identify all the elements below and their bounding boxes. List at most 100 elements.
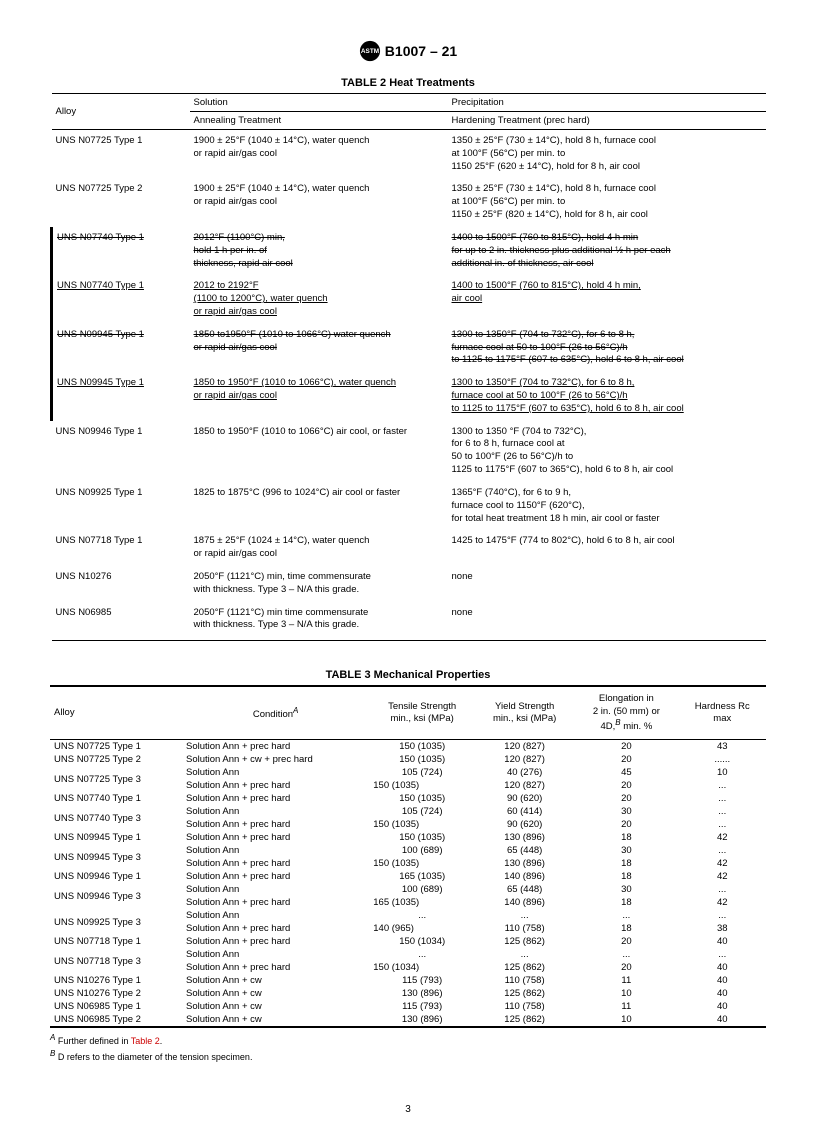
table-cell: ...... — [679, 753, 766, 766]
table-cell: 10 — [574, 987, 678, 1000]
t2-h-sol1: Solution — [190, 94, 448, 112]
table-cell: 1350 ± 25°F (730 ± 14°C), hold 8 h, furn… — [448, 178, 767, 226]
table-cell: 38 — [679, 922, 766, 935]
table-cell: 2050°F (1121°C) min, time commensuratewi… — [190, 566, 448, 602]
table-cell: UNS N07740 Type 3 — [50, 805, 182, 831]
table-cell: 40 (276) — [475, 766, 574, 779]
table-cell: 10 — [679, 766, 766, 779]
table-cell: 18 — [574, 857, 678, 870]
table-cell: ... — [369, 948, 475, 961]
table-cell: Solution Ann + cw — [182, 974, 369, 987]
table-cell: 150 (1035) — [369, 792, 475, 805]
table-cell: 130 (896) — [475, 831, 574, 844]
standard-number: B1007 – 21 — [385, 43, 457, 59]
table-cell: UNS N09945 Type 3 — [50, 844, 182, 870]
table-cell: UNS N07718 Type 1 — [52, 530, 190, 566]
table-cell: 65 (448) — [475, 883, 574, 896]
table-cell: Solution Ann + cw — [182, 1000, 369, 1013]
table-cell: ... — [574, 948, 678, 961]
table-cell: 11 — [574, 974, 678, 987]
table-cell: ... — [679, 818, 766, 831]
table-cell: 40 — [679, 987, 766, 1000]
table-cell: Solution Ann + cw — [182, 987, 369, 1000]
t3-h-ys: Yield Strengthmin., ksi (MPa) — [475, 686, 574, 740]
table-cell: 140 (896) — [475, 870, 574, 883]
table-cell: 90 (620) — [475, 818, 574, 831]
table-cell: 130 (896) — [475, 857, 574, 870]
table-cell: 1350 ± 25°F (730 ± 14°C), hold 8 h, furn… — [448, 130, 767, 179]
table-cell: UNS N09945 Type 1 — [50, 831, 182, 844]
table-cell: 90 (620) — [475, 792, 574, 805]
table-cell: UNS N09945 Type 1 — [52, 372, 190, 420]
table-cell: 125 (862) — [475, 961, 574, 974]
t2-h-sol2: Annealing Treatment — [190, 112, 448, 130]
t3-h-ts: Tensile Strengthmin., ksi (MPa) — [369, 686, 475, 740]
table-cell: 140 (965) — [369, 922, 475, 935]
table-cell: 125 (862) — [475, 1013, 574, 1027]
table-cell: 1425 to 1475°F (774 to 802°C), hold 6 to… — [448, 530, 767, 566]
table-cell: 150 (1034) — [369, 935, 475, 948]
link-table2[interactable]: Table 2 — [131, 1036, 160, 1046]
table-cell: Solution Ann + prec hard — [182, 857, 369, 870]
table-cell: Solution Ann — [182, 948, 369, 961]
table-cell: ... — [679, 883, 766, 896]
table-cell: 20 — [574, 792, 678, 805]
table-cell: 2012 to 2192°F(1100 to 1200°C), water qu… — [190, 275, 448, 323]
table-cell: ... — [679, 779, 766, 792]
table-cell: 20 — [574, 753, 678, 766]
table2-title: TABLE 2 Heat Treatments — [50, 77, 766, 89]
table-cell: 18 — [574, 922, 678, 935]
table-cell: UNS N07725 Type 3 — [50, 766, 182, 792]
table-cell: Solution Ann + prec hard — [182, 935, 369, 948]
table-cell: UNS N07740 Type 1 — [52, 227, 190, 275]
table-cell: 42 — [679, 831, 766, 844]
table-cell: 45 — [574, 766, 678, 779]
table-cell: 20 — [574, 740, 678, 754]
table-cell: 110 (758) — [475, 974, 574, 987]
table-cell: 42 — [679, 896, 766, 909]
table-cell: 40 — [679, 935, 766, 948]
table-cell: none — [448, 566, 767, 602]
table-cell: 105 (724) — [369, 766, 475, 779]
table-cell: Solution Ann + prec hard — [182, 740, 369, 754]
table-cell: 1300 to 1350°F (704 to 732°C), for 6 to … — [448, 324, 767, 372]
table-cell: 2050°F (1121°C) min time commensuratewit… — [190, 602, 448, 641]
table-cell: Solution Ann + prec hard — [182, 870, 369, 883]
table-cell: 30 — [574, 805, 678, 818]
table-cell: 120 (827) — [475, 740, 574, 754]
table-cell: 1850 to1950°F (1010 to 1066°C) water que… — [190, 324, 448, 372]
table-cell: 1400 to 1500°F (760 to 815°C), hold 4 h … — [448, 227, 767, 275]
table-cell: 11 — [574, 1000, 678, 1013]
table-cell: UNS N09945 Type 1 — [52, 324, 190, 372]
table-cell: 120 (827) — [475, 779, 574, 792]
table-cell: 42 — [679, 870, 766, 883]
table-cell: UNS N07718 Type 3 — [50, 948, 182, 974]
table-cell: ... — [679, 909, 766, 922]
table-cell: UNS N07740 Type 1 — [50, 792, 182, 805]
table-cell: 43 — [679, 740, 766, 754]
table-cell: 150 (1035) — [369, 857, 475, 870]
table-cell: 150 (1034) — [369, 961, 475, 974]
table3-mechanical-properties: Alloy ConditionA Tensile Strengthmin., k… — [50, 685, 766, 1028]
table-cell: 1900 ± 25°F (1040 ± 14°C), water quencho… — [190, 178, 448, 226]
table-cell: 1850 to 1950°F (1010 to 1066°C), water q… — [190, 372, 448, 420]
table-cell: 1300 to 1350 °F (704 to 732°C),for 6 to … — [448, 421, 767, 482]
table-cell: UNS N06985 Type 1 — [50, 1000, 182, 1013]
table-cell: 150 (1035) — [369, 753, 475, 766]
t2-h-prec1: Precipitation — [448, 94, 767, 112]
table-cell: 1300 to 1350°F (704 to 732°C), for 6 to … — [448, 372, 767, 420]
table-cell: 40 — [679, 1000, 766, 1013]
table-cell: 1875 ± 25°F (1024 ± 14°C), water quencho… — [190, 530, 448, 566]
table-cell: Solution Ann — [182, 766, 369, 779]
table-cell: 105 (724) — [369, 805, 475, 818]
page-header: ASTM B1007 – 21 — [50, 40, 766, 65]
t2-h-prec2: Hardening Treatment (prec hard) — [448, 112, 767, 130]
table-cell: UNS N06985 — [52, 602, 190, 641]
table-cell: 60 (414) — [475, 805, 574, 818]
table-cell: 20 — [574, 818, 678, 831]
table-cell: Solution Ann + prec hard — [182, 831, 369, 844]
table-cell: 115 (793) — [369, 1000, 475, 1013]
table-cell: UNS N07725 Type 1 — [50, 740, 182, 754]
table-cell: 40 — [679, 961, 766, 974]
table-cell: UNS N07725 Type 2 — [52, 178, 190, 226]
